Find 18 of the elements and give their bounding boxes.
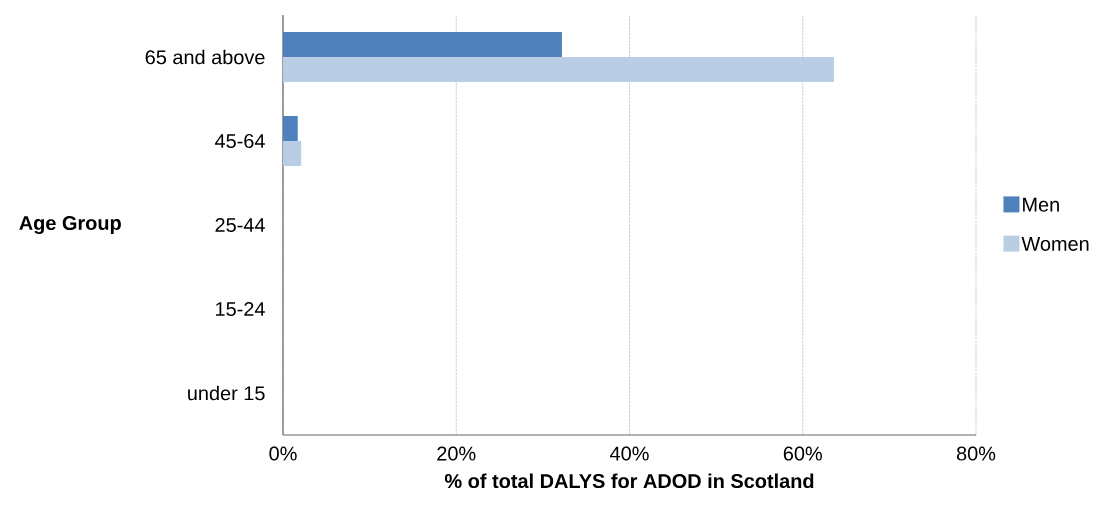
bar <box>283 141 302 166</box>
bar <box>283 116 298 141</box>
y-tick-label: 25-44 <box>215 217 265 233</box>
x-axis-title: % of total DALYS for ADOD in Scotland <box>444 473 814 489</box>
x-tick-label: 0% <box>269 446 297 461</box>
x-tick-label: 60% <box>783 446 822 461</box>
y-tick-label: 65 and above <box>145 49 265 65</box>
x-tick-label: 80% <box>956 446 996 461</box>
y-tick-label: under 15 <box>188 385 265 401</box>
legend-label: Women <box>1021 237 1089 251</box>
y-tick-label: 15-24 <box>216 301 265 317</box>
x-tick-label: 20% <box>437 446 476 461</box>
x-tick-label: 40% <box>610 446 649 461</box>
y-axis-title: Age Group <box>19 215 121 235</box>
bar <box>283 57 834 82</box>
y-tick-label: 45-64 <box>214 133 265 149</box>
legend-label: Men <box>1023 197 1059 212</box>
bar <box>283 32 562 57</box>
